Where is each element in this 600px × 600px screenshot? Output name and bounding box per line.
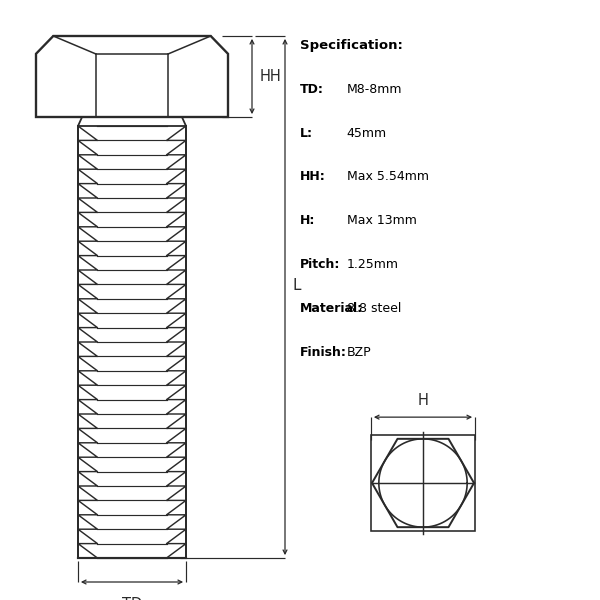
- Text: Max 5.54mm: Max 5.54mm: [347, 170, 429, 184]
- Text: Specification:: Specification:: [300, 39, 403, 52]
- Text: HH: HH: [259, 69, 281, 84]
- Text: TD: TD: [122, 597, 142, 600]
- Text: 45mm: 45mm: [347, 127, 387, 140]
- Text: 1.25mm: 1.25mm: [347, 258, 399, 271]
- Text: L: L: [292, 277, 301, 292]
- Text: Max 13mm: Max 13mm: [347, 214, 416, 227]
- Text: H: H: [418, 392, 428, 407]
- Text: Pitch:: Pitch:: [300, 258, 340, 271]
- Text: 8.8 steel: 8.8 steel: [347, 302, 401, 315]
- Text: L:: L:: [300, 127, 313, 140]
- Text: TD:: TD:: [300, 83, 324, 96]
- Text: M8-8mm: M8-8mm: [347, 83, 402, 96]
- Text: H:: H:: [300, 214, 316, 227]
- Text: HH:: HH:: [300, 170, 326, 184]
- Text: BZP: BZP: [347, 346, 371, 359]
- Text: Material:: Material:: [300, 302, 363, 315]
- Text: Finish:: Finish:: [300, 346, 347, 359]
